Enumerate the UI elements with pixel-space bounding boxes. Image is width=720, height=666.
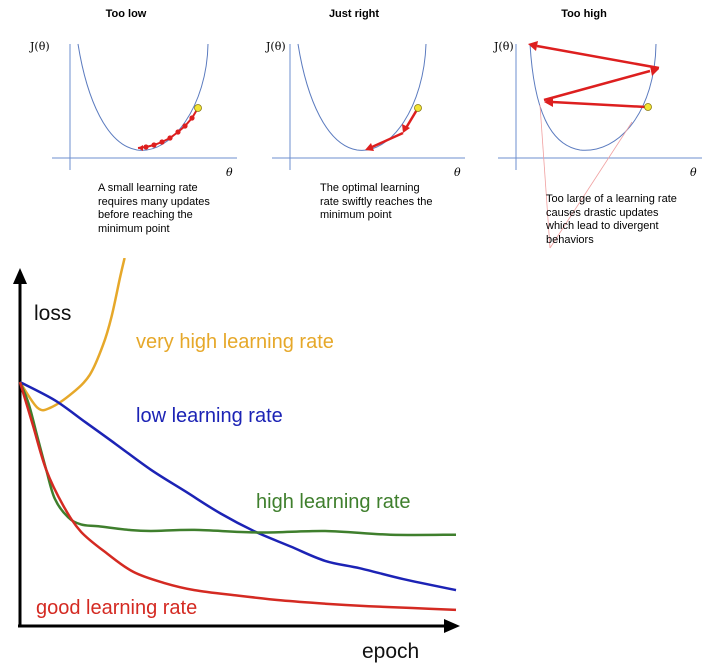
panel-too-high: Too high J(θ) θ Too large of a learning …	[470, 0, 702, 250]
x-axis-label: θ	[690, 166, 697, 179]
caption-line: requires many updates	[98, 195, 210, 208]
start-point	[414, 104, 422, 112]
panel-just-right: Just right J(θ) θ The optimal learning r…	[240, 0, 468, 250]
caption-line: A small learning rate	[98, 182, 198, 194]
x-axis-label: θ	[226, 166, 233, 179]
cost-curve-plot: J(θ) θ	[493, 40, 702, 249]
caption-too-high: Too large of a learning rate causes dras…	[546, 193, 677, 247]
series-line-1	[18, 258, 126, 412]
start-point	[644, 103, 652, 111]
y-axis-label: J(θ)	[29, 40, 50, 53]
caption-line: rate swiftly reaches the	[320, 195, 433, 208]
panel-title: Too high	[561, 8, 607, 20]
panel-title: Too low	[105, 8, 147, 20]
caption-line: The optimal learning	[320, 182, 420, 194]
series-layer	[18, 258, 457, 612]
y-axis-label: J(θ)	[265, 40, 286, 53]
caption-pointer	[539, 104, 551, 249]
series-line-2	[19, 380, 457, 592]
cost-curve	[77, 43, 209, 151]
series-line-4	[18, 381, 457, 612]
series-label-very-high: very high learning rate	[136, 331, 334, 353]
series-label-good: good learning rate	[36, 597, 197, 619]
caption-line: Too large of a learning rate	[546, 193, 677, 205]
series-label-low: low learning rate	[136, 405, 283, 427]
panel-title: Just right	[328, 8, 380, 20]
caption-pointer	[549, 121, 633, 249]
panel-too-low: Too low J(θ) θ A small learning rate req…	[12, 0, 240, 250]
y-axis-arrowhead	[13, 268, 27, 284]
cost-curve	[297, 43, 427, 151]
caption-line: minimum point	[98, 222, 170, 235]
series-label-high: high learning rate	[256, 491, 411, 513]
optimal-step-arrows	[365, 107, 420, 151]
caption-line: before reaching the	[98, 209, 193, 221]
cost-curve	[529, 43, 657, 151]
start-point	[194, 104, 202, 112]
x-axis-label: θ	[454, 166, 461, 179]
caption-line: causes drastic updates	[546, 206, 659, 219]
cost-curve-plot: J(θ) θ	[265, 40, 465, 179]
chart-axes	[13, 268, 460, 633]
caption-line: which lead to divergent	[546, 220, 659, 232]
caption-too-low: A small learning rate requires many upda…	[98, 182, 210, 236]
caption-line: minimum point	[320, 209, 392, 221]
y-axis-label: loss	[34, 302, 71, 325]
loss-epoch-chart: loss epoch very high learning rate low l…	[13, 258, 460, 663]
divergent-step-arrows	[528, 41, 660, 109]
cost-curve-plot: J(θ) θ	[29, 40, 237, 179]
y-axis-label: J(θ)	[493, 40, 514, 53]
x-axis-arrowhead	[444, 619, 460, 633]
caption-line: behaviors	[546, 233, 594, 246]
small-step-arrows	[137, 107, 199, 151]
caption-just-right: The optimal learning rate swiftly reache…	[320, 182, 433, 223]
x-axis-label: epoch	[362, 640, 419, 663]
